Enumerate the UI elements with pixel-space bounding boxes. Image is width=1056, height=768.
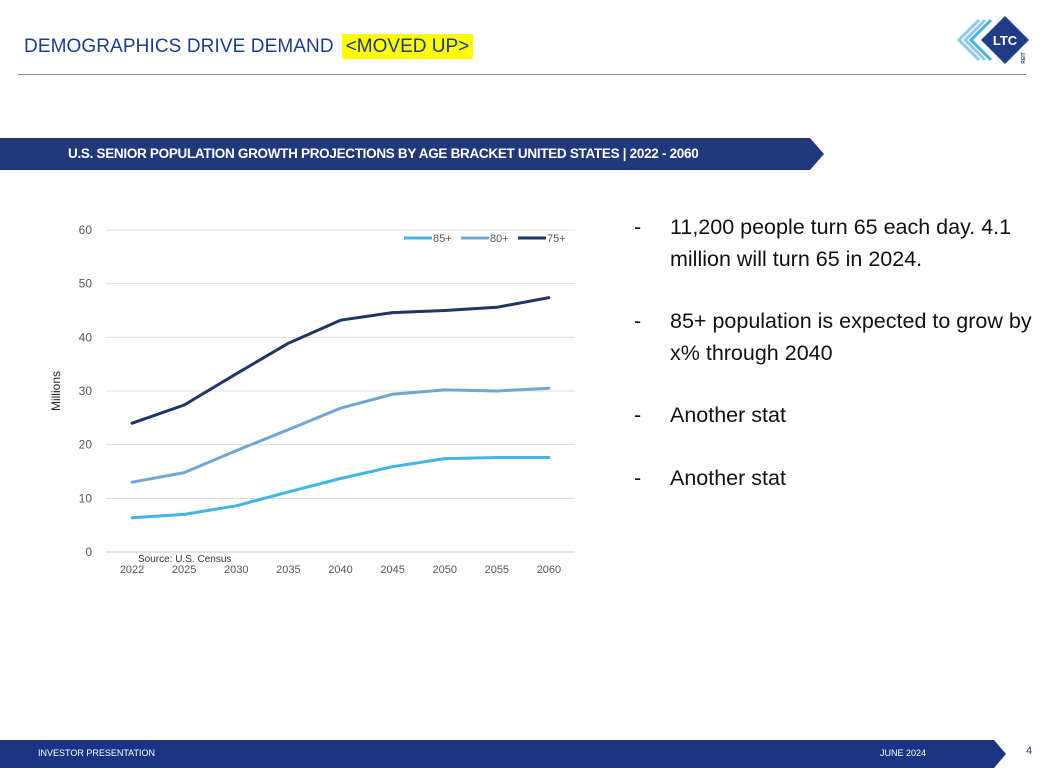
x-tick-label: 2035 [276, 564, 300, 576]
x-tick-label: 2055 [485, 564, 509, 576]
logo-text: LTC [993, 33, 1018, 48]
x-tick-label: 2045 [380, 564, 404, 576]
bullet-text: 11,200 people turn 65 each day. 4.1 mill… [670, 215, 1012, 271]
bullet-item: - Another stat [634, 400, 1034, 432]
title-text: DEMOGRAPHICS DRIVE DEMAND [24, 36, 334, 57]
y-tick-label: 30 [79, 384, 93, 398]
bullet-text: Another stat [670, 403, 786, 427]
y-tick-label: 40 [79, 330, 93, 344]
x-tick-label: 2050 [432, 564, 456, 576]
ltc-logo: LTC REIT [956, 16, 1029, 64]
y-tick-label: 10 [79, 491, 93, 505]
series-line-85plus [130, 456, 551, 520]
bullet-text: Another stat [670, 465, 786, 490]
x-tick-label: 2022 [120, 564, 144, 576]
x-tick-label: 2025 [172, 564, 196, 576]
bullet-item: - 11,200 people turn 65 each day. 4.1 mi… [634, 212, 1034, 275]
legend-label: 75+ [547, 233, 566, 245]
y-tick-label: 20 [79, 438, 93, 452]
source-annotation: Source: U.S. Census [138, 554, 231, 565]
legend-label: 85+ [433, 233, 452, 245]
logo-subtext: REIT [1021, 52, 1027, 63]
bullet-dash: - [634, 465, 642, 490]
x-tick-label: 2030 [224, 564, 248, 576]
stat-bullets: - 11,200 people turn 65 each day. 4.1 mi… [634, 212, 1034, 525]
x-tick-label: 2040 [328, 564, 352, 576]
y-tick-label: 60 [79, 223, 93, 237]
bullet-dash: - [634, 215, 642, 239]
footer-label: INVESTOR PRESENTATION [38, 748, 156, 758]
footer-bar: INVESTOR PRESENTATION JUNE 2024 [0, 740, 1006, 768]
page-title: DEMOGRAPHICS DRIVE DEMAND <MOVED UP> [24, 34, 474, 59]
banner-text: U.S. SENIOR POPULATION GROWTH PROJECTION… [68, 146, 699, 161]
x-tick-label: 2060 [537, 564, 561, 576]
series-line-75plus [130, 296, 551, 425]
legend-label: 80+ [490, 233, 509, 245]
page-number: 4 [1026, 745, 1033, 757]
footer-shape [0, 740, 1006, 768]
title-highlight: <MOVED UP> [341, 34, 474, 59]
bullet-text: 85+ population is expected to grow by x%… [670, 309, 1032, 365]
bullet-dash: - [634, 403, 642, 427]
section-banner: U.S. SENIOR POPULATION GROWTH PROJECTION… [0, 138, 824, 170]
banner-shape [0, 138, 824, 170]
y-axis-title: Millions [49, 371, 63, 411]
bullet-item: - Another stat [634, 463, 1034, 495]
bullet-item: - 85+ population is expected to grow by … [634, 306, 1034, 369]
y-tick-label: 50 [79, 277, 93, 291]
y-tick-label: 0 [85, 545, 92, 559]
footer-date: JUNE 2024 [880, 748, 927, 758]
series-line-80plus [130, 386, 551, 484]
bullet-dash: - [634, 309, 642, 333]
title-divider [18, 74, 1026, 75]
